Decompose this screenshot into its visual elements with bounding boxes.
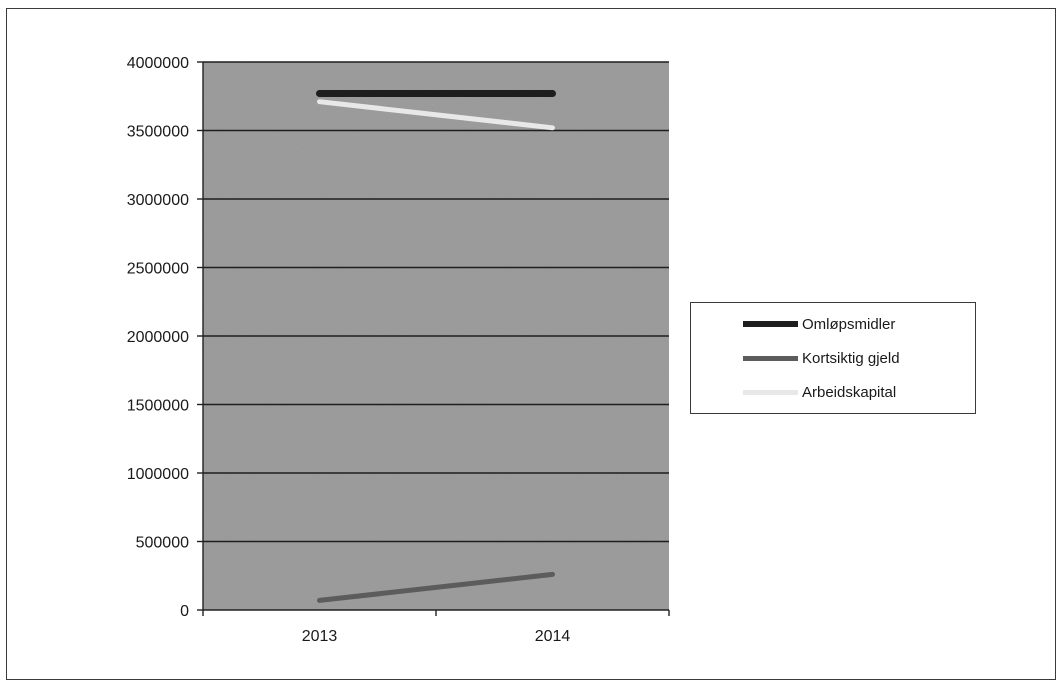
legend-item-kortsiktig-gjeld: Kortsiktig gjeld <box>743 348 900 368</box>
legend-swatch-arbeidskapital <box>743 389 798 395</box>
y-tick-label: 1500000 <box>127 398 189 415</box>
y-tick-label: 500000 <box>136 535 189 552</box>
y-tick-label: 2500000 <box>127 261 189 278</box>
axes <box>197 61 670 616</box>
series-line-arbeidskapital <box>317 99 555 131</box>
y-tick-label: 3000000 <box>127 192 189 209</box>
x-axis-tick-labels: 2013 2014 <box>302 628 571 645</box>
y-tick-label: 1000000 <box>127 466 189 483</box>
y-tick-label: 0 <box>180 603 189 620</box>
y-tick-label: 3500000 <box>127 124 189 141</box>
legend-label-arbeidskapital: Arbeidskapital <box>802 383 897 401</box>
x-tick-label: 2014 <box>535 628 571 645</box>
series-lines <box>316 90 556 603</box>
y-axis-tick-labels: 0 500000 1000000 1500000 2000000 2500000 30000… <box>127 55 189 620</box>
x-tick-label: 2013 <box>302 628 338 645</box>
legend-label-kortsiktig-gjeld: Kortsiktig gjeld <box>802 349 900 367</box>
legend-label-omlopsmidler: Omløpsmidler <box>802 315 896 333</box>
legend-swatch-omlopsmidler <box>743 321 798 327</box>
y-tick-label: 4000000 <box>127 55 189 72</box>
legend-item-omlopsmidler: Omløpsmidler <box>743 314 895 334</box>
series-line-kortsiktig-gjeld <box>317 571 555 603</box>
chart-legend: Omløpsmidler Kortsiktig gjeld Arbeidskap… <box>690 302 976 414</box>
y-tick-label: 2000000 <box>127 329 189 346</box>
legend-swatch-kortsiktig-gjeld <box>743 355 798 361</box>
gridlines <box>203 61 669 543</box>
legend-item-arbeidskapital: Arbeidskapital <box>743 382 896 402</box>
